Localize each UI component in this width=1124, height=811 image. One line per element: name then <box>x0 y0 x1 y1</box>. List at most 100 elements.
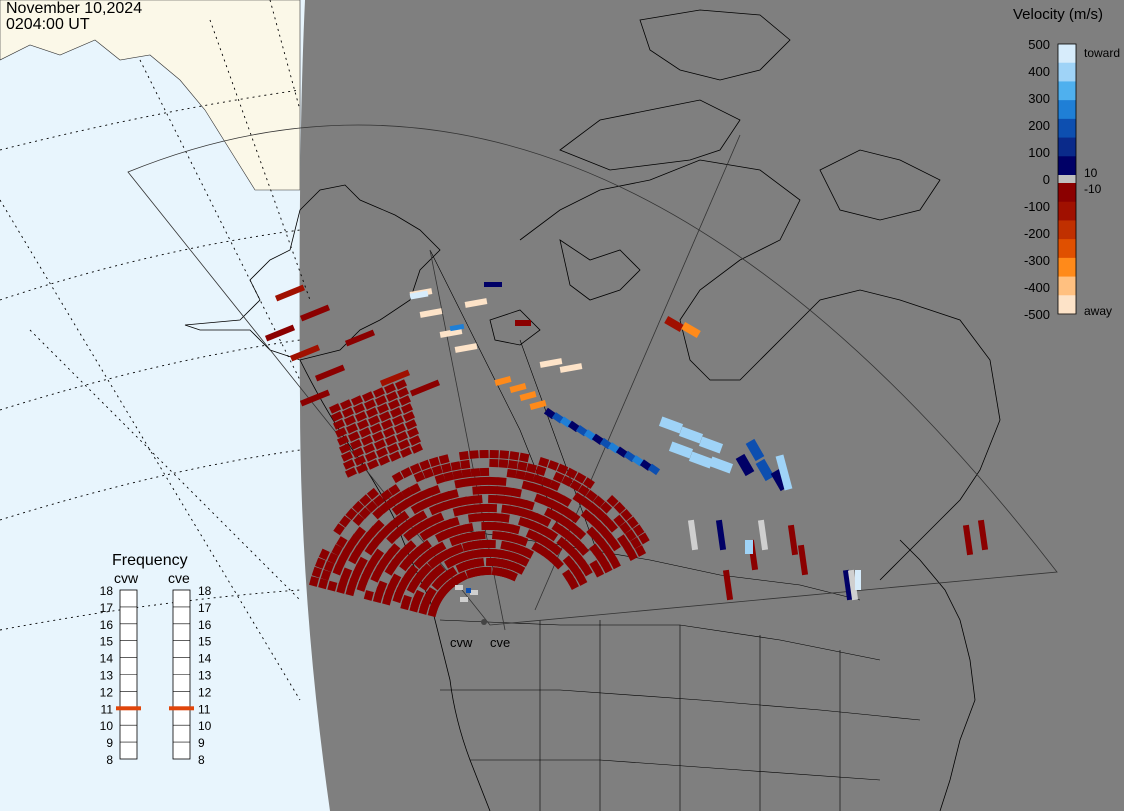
scatter-cell <box>506 570 518 582</box>
scatter-cell <box>503 486 514 496</box>
scatter-cell <box>386 443 400 454</box>
scatter-cell <box>344 467 358 478</box>
colorbar-tick: 300 <box>1028 91 1050 106</box>
colorbar-swatch <box>1058 201 1076 221</box>
radar-fov-outline <box>127 124 1058 631</box>
scatter-cell <box>546 529 559 542</box>
scatter-cell <box>458 451 469 461</box>
frequency-tick: 13 <box>198 669 212 683</box>
colorbar-swatch <box>1058 257 1076 278</box>
scatter-cell <box>632 524 645 537</box>
scatter-cell <box>345 423 359 434</box>
scatter-cell <box>348 533 361 546</box>
scatter-cell <box>486 539 496 549</box>
scatter-cell <box>342 459 356 470</box>
scatter-cell <box>518 452 530 463</box>
scatter-cell <box>638 532 650 545</box>
frequency-tick: 8 <box>198 753 205 767</box>
scatter-cell <box>480 476 490 486</box>
scatter-cell <box>452 543 464 555</box>
scatter-cell <box>429 456 440 468</box>
colorbar-tick: 400 <box>1028 64 1050 79</box>
scatter-cell <box>529 400 547 410</box>
scatter-cell <box>397 439 411 450</box>
scatter-cell <box>463 523 474 533</box>
scatter-cell <box>574 527 587 540</box>
scatter-cell <box>373 439 387 450</box>
scatter-cell <box>565 467 578 479</box>
scatter-cell <box>360 435 374 446</box>
scatter-cell <box>347 431 361 442</box>
scatter-cell <box>472 486 482 495</box>
colorbar-tick: 100 <box>1028 145 1050 160</box>
frequency-tick: 9 <box>198 736 205 750</box>
scatter-cell <box>509 524 521 535</box>
scatter-cell <box>354 526 366 539</box>
scatter-cell <box>375 447 389 458</box>
scatter-cell <box>606 520 618 533</box>
scatter-cell <box>386 496 399 509</box>
scatter-cell <box>333 523 345 536</box>
scatter-cell <box>311 566 323 578</box>
scatter-cell <box>722 569 734 601</box>
scatter-cell <box>335 556 347 568</box>
scatter-cell <box>540 476 553 488</box>
scatter-cell <box>609 557 621 570</box>
scatter-cell <box>378 411 392 422</box>
scatter-cell <box>842 569 854 601</box>
scatter-cell <box>388 451 402 462</box>
scatter-cell <box>461 468 472 478</box>
scatter-cell <box>376 403 390 414</box>
radar-site-icon <box>481 619 487 625</box>
scatter-cell <box>419 459 431 471</box>
scatter-cell <box>529 482 541 494</box>
frequency-title: Frequency <box>112 552 188 569</box>
scatter-cell <box>419 308 443 318</box>
scatter-cell <box>314 557 326 569</box>
scatter-cell <box>549 480 561 492</box>
scatter-cell <box>572 492 585 504</box>
scatter-cell <box>577 543 590 556</box>
map-disc <box>299 0 1124 811</box>
scatter-cell <box>345 508 358 521</box>
scatter-cell <box>678 426 704 444</box>
scatter-cell <box>647 463 661 476</box>
scatter-cell <box>420 563 433 576</box>
scatter-cell <box>384 435 398 446</box>
scatter-cell <box>537 485 549 496</box>
scatter-cell <box>441 462 452 473</box>
scatter-cell <box>452 470 463 480</box>
scatter-cell <box>480 485 490 495</box>
frequency-tick: 10 <box>198 719 212 733</box>
scatter-cell <box>434 473 446 485</box>
colorbar-swatch <box>1058 62 1076 82</box>
frequency-tick: 13 <box>100 669 114 683</box>
scatter-cell <box>466 588 471 593</box>
scatter-cell <box>465 495 476 505</box>
scatter-cell <box>299 389 331 407</box>
scatter-cell <box>331 544 343 556</box>
scatter-cell <box>393 491 406 504</box>
scatter-cell <box>439 328 463 338</box>
scatter-cell <box>630 537 642 549</box>
scatter-cell <box>455 585 463 590</box>
scatter-cell <box>339 548 352 561</box>
scatter-cell <box>445 566 458 579</box>
scatter-cell <box>397 510 410 523</box>
frequency-tick: 10 <box>100 719 114 733</box>
scatter-cell <box>556 463 569 475</box>
scatter-cell <box>551 557 564 570</box>
scatter-cell <box>499 450 510 460</box>
scatter-cell <box>583 477 595 489</box>
scatter-cell <box>506 468 517 479</box>
scatter-cell <box>318 548 330 561</box>
scatter-cell <box>569 479 582 492</box>
scatter-cell <box>787 524 799 556</box>
scatter-cell <box>338 575 350 587</box>
scatter-cell <box>470 590 478 595</box>
colorbar-tick: 0 <box>1043 172 1050 187</box>
scatter-cell <box>377 455 391 466</box>
scatter-cell <box>456 571 469 583</box>
colorbar-tick: 200 <box>1028 118 1050 133</box>
scatter-cell <box>581 564 593 577</box>
